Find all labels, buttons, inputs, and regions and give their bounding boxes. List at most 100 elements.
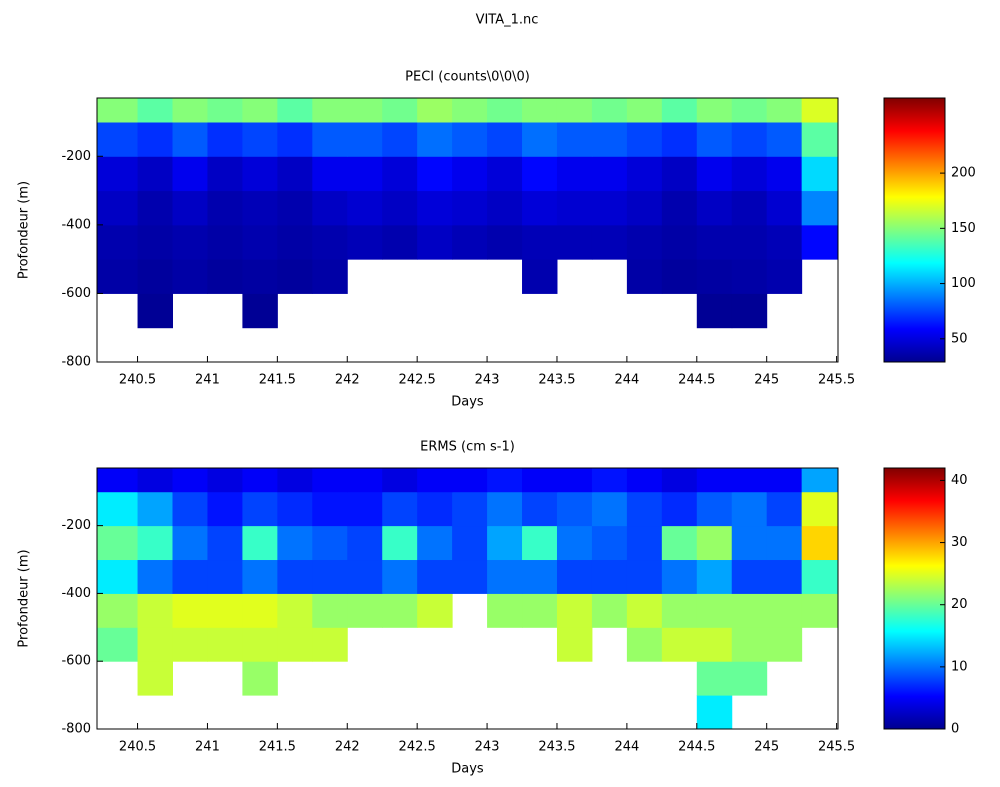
y-tick-label: -400 bbox=[61, 217, 91, 232]
heat-cell bbox=[452, 156, 488, 192]
heat-cell bbox=[522, 98, 558, 123]
heat-cell bbox=[591, 559, 628, 594]
heat-cell bbox=[417, 559, 453, 594]
x-tick-label: 245.5 bbox=[818, 740, 855, 755]
heat-cell bbox=[591, 98, 628, 123]
heat-cell bbox=[626, 259, 663, 294]
heat-cell bbox=[801, 156, 839, 192]
heat-cell bbox=[661, 627, 698, 662]
x-tick-label: 242.5 bbox=[399, 373, 436, 388]
heat-cell bbox=[417, 593, 453, 628]
heat-cell bbox=[172, 224, 208, 260]
heat-cell bbox=[137, 259, 173, 294]
heat-cell bbox=[242, 259, 278, 294]
heat-cell bbox=[731, 156, 768, 192]
heat-cell bbox=[382, 156, 418, 192]
heat-cell bbox=[696, 224, 733, 260]
colorbar-tick-label: 200 bbox=[951, 166, 976, 181]
heat-cell bbox=[696, 559, 733, 594]
heat-cell bbox=[522, 259, 558, 294]
x-axis-label: Days bbox=[451, 762, 484, 777]
heat-cell bbox=[626, 627, 663, 662]
colorbar-tick-label: 100 bbox=[951, 276, 976, 291]
heat-cell bbox=[731, 491, 768, 527]
heat-cell bbox=[242, 468, 278, 493]
heat-cell bbox=[347, 593, 383, 628]
heat-cell bbox=[661, 559, 698, 594]
heat-cell bbox=[766, 190, 803, 226]
heat-cell bbox=[696, 156, 733, 192]
heat-cell bbox=[137, 190, 173, 226]
heat-cell bbox=[487, 98, 523, 123]
colorbar-tick-label: 0 bbox=[951, 722, 959, 737]
heat-cell bbox=[522, 156, 558, 192]
x-tick-label: 244 bbox=[614, 373, 639, 388]
heat-cell bbox=[137, 98, 173, 123]
x-tick-label: 240.5 bbox=[119, 740, 156, 755]
axes-title: ERMS (cm s-1) bbox=[420, 440, 515, 455]
heat-cell bbox=[556, 525, 593, 561]
heat-cell bbox=[556, 224, 593, 260]
heat-cell bbox=[626, 593, 663, 628]
heat-cell bbox=[522, 559, 558, 594]
x-tick-label: 243 bbox=[475, 740, 500, 755]
heat-cell bbox=[97, 559, 139, 594]
heat-cell bbox=[242, 224, 278, 260]
heat-cell bbox=[172, 468, 208, 493]
heat-cell bbox=[242, 525, 278, 561]
heat-cell bbox=[277, 190, 313, 226]
heat-cell bbox=[312, 627, 348, 662]
axes-frame bbox=[96, 97, 839, 363]
heat-cell bbox=[696, 190, 733, 226]
y-tick-label: -800 bbox=[61, 355, 91, 370]
heat-cell bbox=[626, 122, 663, 157]
heat-cell bbox=[591, 122, 628, 157]
x-tick-label: 242 bbox=[335, 373, 360, 388]
heat-cell bbox=[661, 122, 698, 157]
heat-cell bbox=[522, 491, 558, 527]
heat-cell bbox=[137, 224, 173, 260]
x-tick-label: 243 bbox=[475, 373, 500, 388]
heat-cell bbox=[382, 559, 418, 594]
heat-cell bbox=[661, 224, 698, 260]
heat-cell bbox=[207, 224, 243, 260]
heat-cell bbox=[731, 559, 768, 594]
heat-cell bbox=[766, 122, 803, 157]
heat-cell bbox=[661, 593, 698, 628]
figure-title: VITA_1.nc bbox=[476, 13, 539, 28]
heat-cell bbox=[172, 491, 208, 527]
heat-cell bbox=[242, 122, 278, 157]
heat-cell bbox=[696, 468, 733, 493]
x-axis-label: Days bbox=[451, 395, 484, 410]
heat-cell bbox=[207, 468, 243, 493]
heat-cell bbox=[556, 190, 593, 226]
heat-cell bbox=[137, 468, 173, 493]
colorbar-tick-label: 20 bbox=[951, 597, 968, 612]
heat-cell bbox=[487, 122, 523, 157]
heat-cell bbox=[452, 525, 488, 561]
heat-cell bbox=[207, 559, 243, 594]
heat-cell bbox=[487, 224, 523, 260]
heat-cell bbox=[312, 468, 348, 493]
heat-cell bbox=[382, 190, 418, 226]
heat-cell bbox=[97, 627, 139, 662]
heat-cell bbox=[312, 593, 348, 628]
heat-cell bbox=[382, 122, 418, 157]
heat-cell bbox=[801, 190, 839, 226]
heat-cell bbox=[591, 491, 628, 527]
heat-cell bbox=[277, 525, 313, 561]
heat-cell bbox=[417, 491, 453, 527]
heat-cell bbox=[242, 156, 278, 192]
colorbar-tick-label: 150 bbox=[951, 221, 976, 236]
heat-cell bbox=[696, 661, 733, 696]
heat-cell bbox=[207, 627, 243, 662]
heat-cell bbox=[347, 525, 383, 561]
heat-cell bbox=[417, 122, 453, 157]
heat-cell bbox=[626, 468, 663, 493]
heat-cell bbox=[382, 593, 418, 628]
axes-frame bbox=[96, 467, 839, 730]
heat-cell bbox=[452, 190, 488, 226]
heat-cell bbox=[172, 593, 208, 628]
heat-cell bbox=[731, 468, 768, 493]
